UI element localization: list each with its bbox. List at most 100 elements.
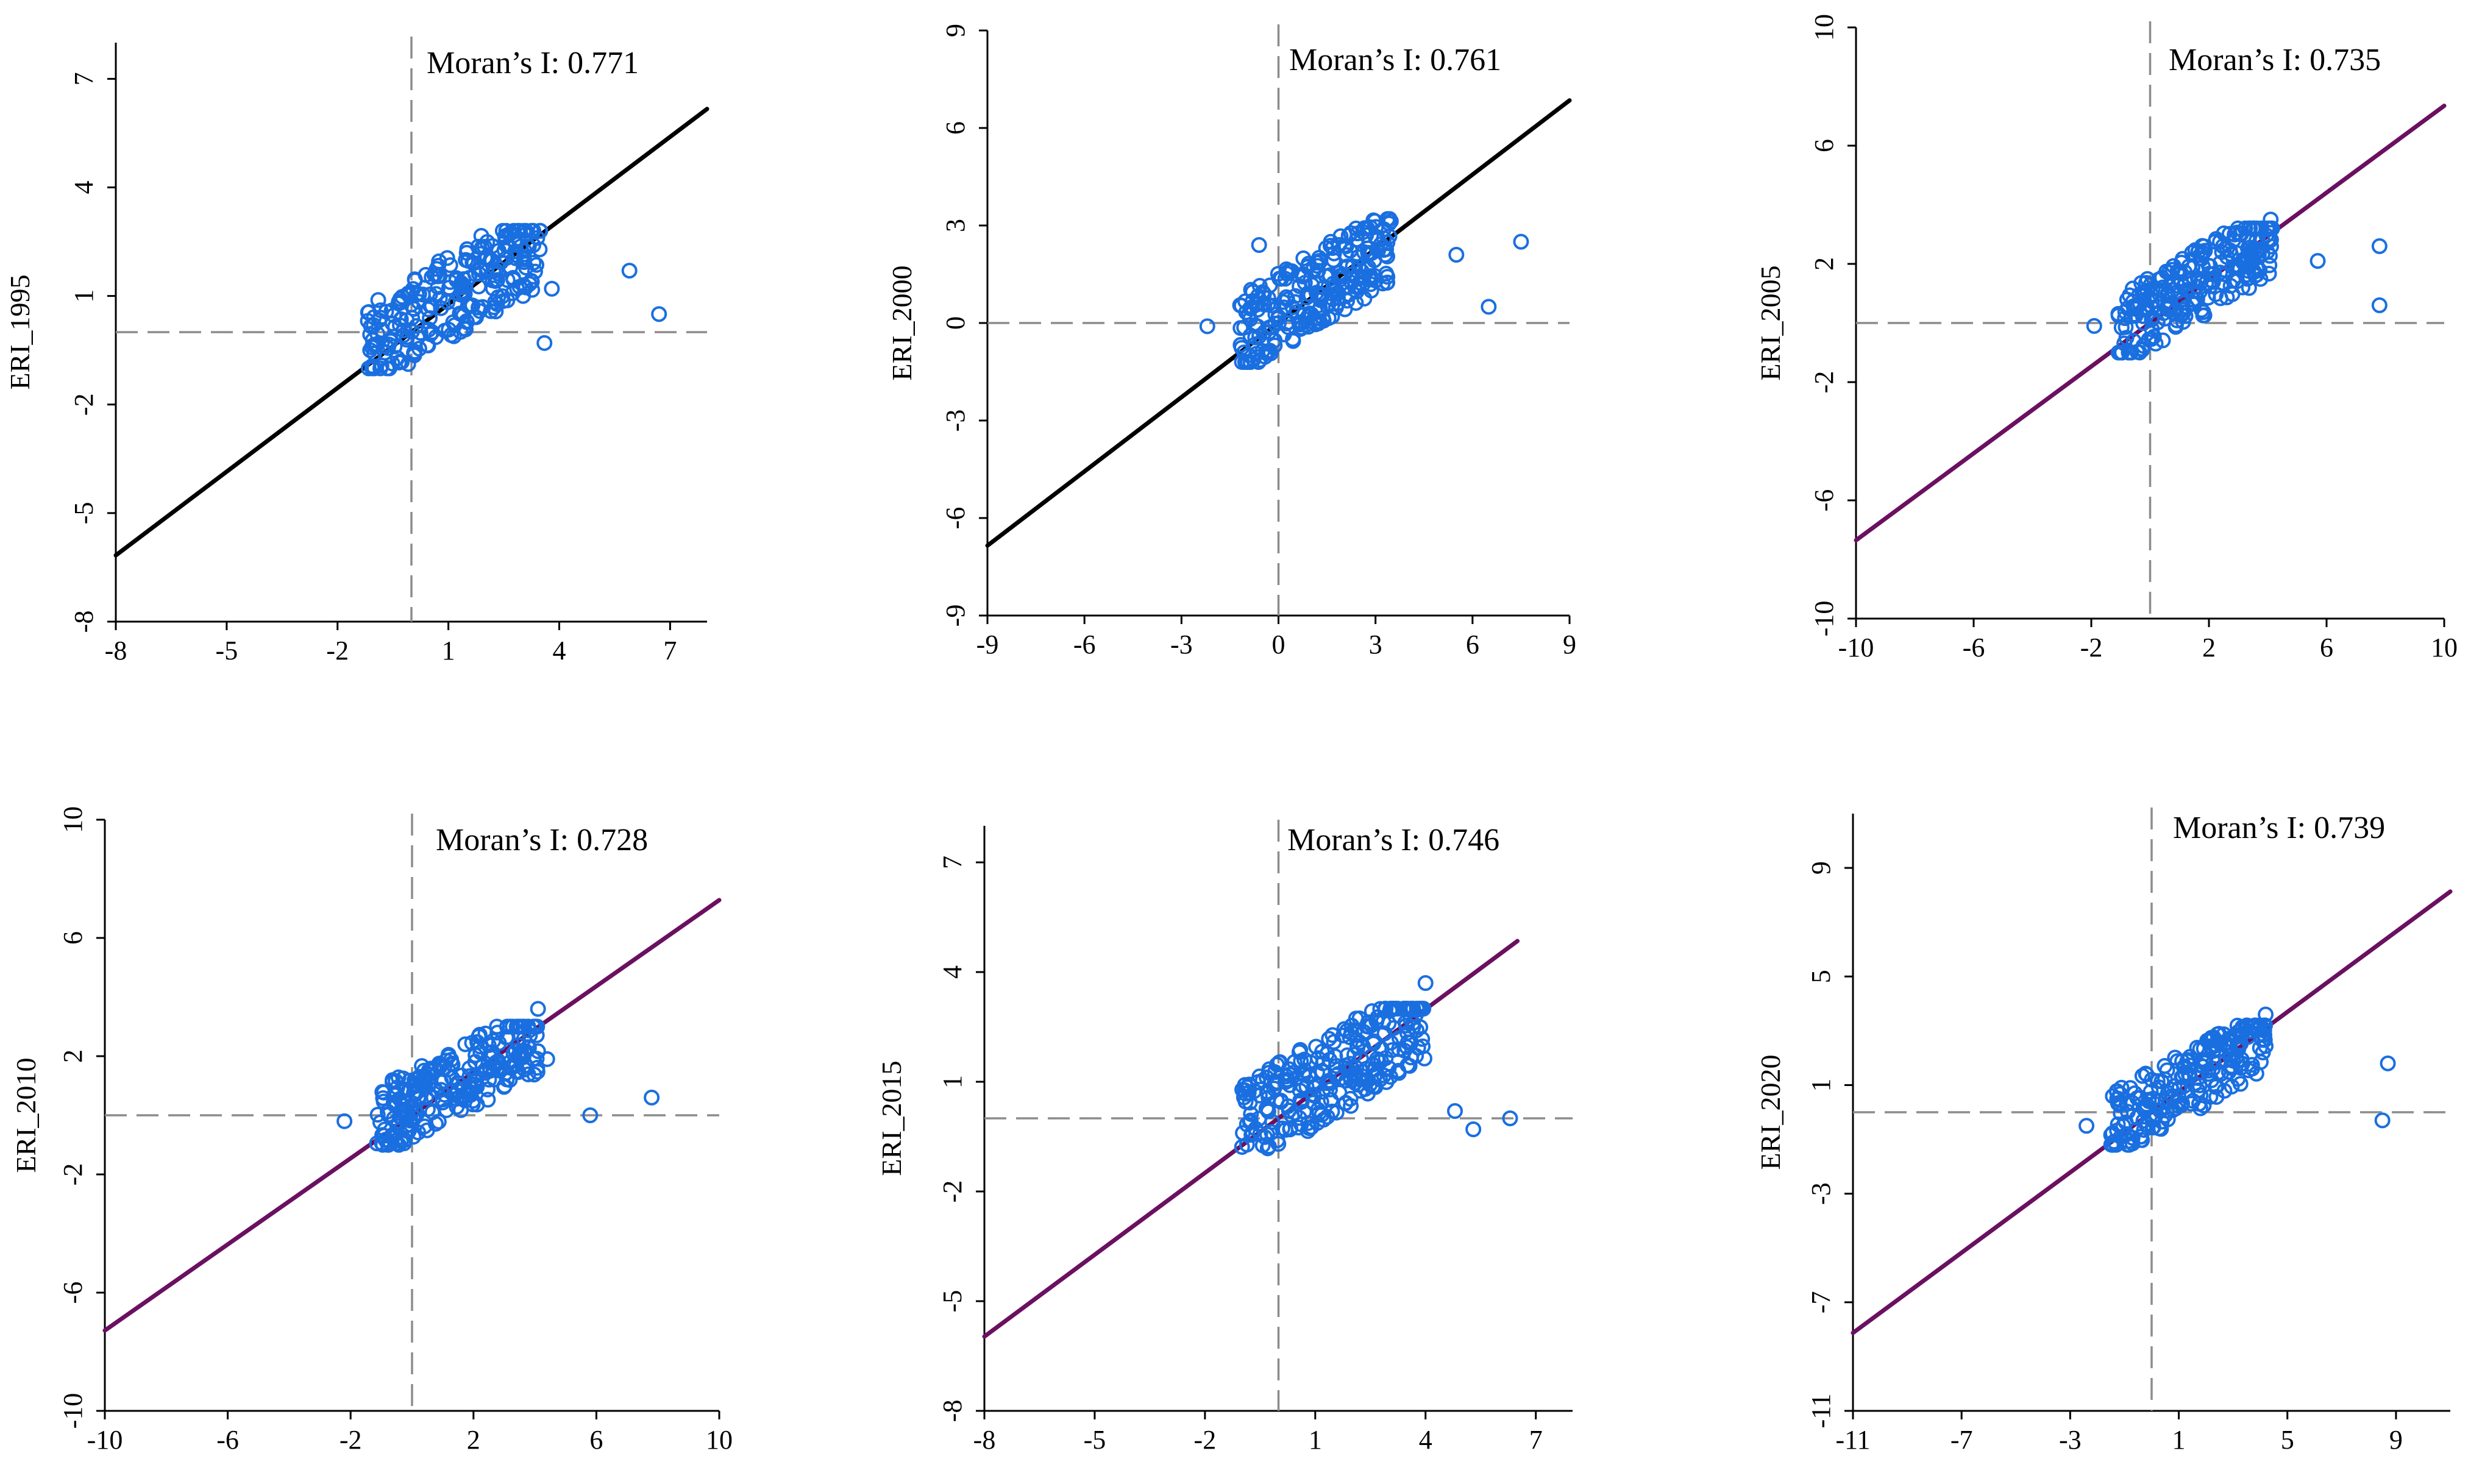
outlier-point [1447,1103,1463,1119]
data-point [2104,1125,2121,1141]
y-tick-label: -6 [1809,489,1839,512]
data-point [464,1081,481,1097]
data-point [2183,1095,2200,1112]
data-point [439,294,456,310]
data-point [1312,253,1329,269]
data-point [430,1113,447,1130]
data-point [1247,1121,1264,1137]
data-point [2113,1105,2129,1121]
data-point [1262,343,1278,359]
x-tick-label: 9 [2389,1425,2403,1455]
data-point [2144,331,2160,347]
data-point [1366,1068,1382,1084]
data-point [1239,1137,1255,1153]
data-point [375,1093,392,1110]
x-tick-label: -5 [216,636,238,666]
data-point [2176,1078,2192,1095]
data-point [1379,235,1396,251]
data-point [2159,298,2175,314]
y-axis-label: ERI_2005 [1755,265,1786,380]
y-tick-label: 7 [69,72,99,85]
x-tick-label: -2 [1194,1425,1217,1455]
data-point [395,327,411,344]
data-point [2196,307,2213,324]
outlier-point [1481,299,1497,315]
data-point [1281,1067,1298,1083]
x-tick-label: 1 [2172,1425,2186,1455]
data-point [2173,1096,2189,1113]
y-tick-label: 9 [941,24,970,37]
data-point [475,1057,491,1074]
outlier-point [2310,253,2326,269]
outlier-point [621,263,638,279]
x-tick-label: -8 [973,1425,996,1455]
x-tick-label: -6 [1963,633,1985,662]
data-point [471,266,487,282]
data-point [369,1107,386,1123]
outlier-point [2078,1118,2095,1134]
data-point [466,308,483,325]
x-tick-label: 7 [663,636,677,666]
data-point [1260,296,1276,313]
outlier-point [530,1001,546,1017]
y-tick-label: 6 [58,931,88,945]
y-tick-label: -5 [937,1290,967,1313]
data-point [436,1060,452,1077]
data-point [1300,1115,1317,1131]
data-point [502,1071,518,1088]
data-point [386,338,403,355]
data-point [1250,1074,1267,1090]
x-tick-label: 6 [2320,633,2333,662]
x-tick-label: -3 [1170,630,1193,659]
data-point [2153,1073,2170,1090]
data-point [393,1132,410,1149]
y-tick-label: -9 [941,605,970,627]
x-tick-label: -3 [2059,1425,2082,1455]
data-point [1349,1032,1365,1048]
y-tick-label: 5 [1806,970,1836,983]
data-point [528,257,545,273]
y-tick-label: -10 [1809,601,1839,637]
data-point [1349,249,1366,265]
data-point [2152,282,2169,299]
data-point [2127,308,2144,324]
y-tick-label: 6 [941,121,970,135]
data-point [1293,1053,1309,1070]
data-point [364,339,380,355]
data-point [2200,289,2216,306]
y-tick-label: -2 [58,1163,88,1186]
data-point [1321,1031,1337,1047]
morans-i-label: Moran’s I: 0.761 [1289,43,1501,77]
data-point [516,249,532,266]
x-tick-label: 10 [2431,633,2458,662]
data-point [2229,1017,2246,1034]
data-point [394,353,410,370]
data-point [2246,220,2263,236]
data-point [379,360,395,377]
data-point [2216,266,2232,282]
outlier-point [2263,211,2279,228]
data-point [489,1024,506,1041]
data-point [1271,1054,1288,1070]
data-point [2160,1111,2176,1127]
data-point [2177,308,2194,324]
y-tick-label: -8 [937,1400,967,1422]
data-point [1324,1103,1340,1120]
data-point [2224,286,2241,302]
y-tick-label: 6 [1809,139,1839,152]
data-point [1293,319,1309,336]
data-point [1330,295,1346,311]
point-cluster [2110,220,2280,361]
outlier-point [1251,237,1267,253]
data-point [1378,241,1395,257]
data-point [2121,344,2137,361]
x-tick-label: -2 [326,636,349,666]
y-tick-label: -6 [58,1282,88,1304]
scatter-panel-4: -10 -6 -2 2 6 10 -10 -6 -2 2 6 10 ERI_2010 Moran’s I:… [10,806,733,1455]
data-point [2136,1122,2152,1138]
y-tick-label: 9 [1806,861,1836,875]
x-tick-label: 4 [1419,1425,1432,1455]
outlier-point [1513,233,1529,250]
y-tick-label: -6 [941,507,970,530]
